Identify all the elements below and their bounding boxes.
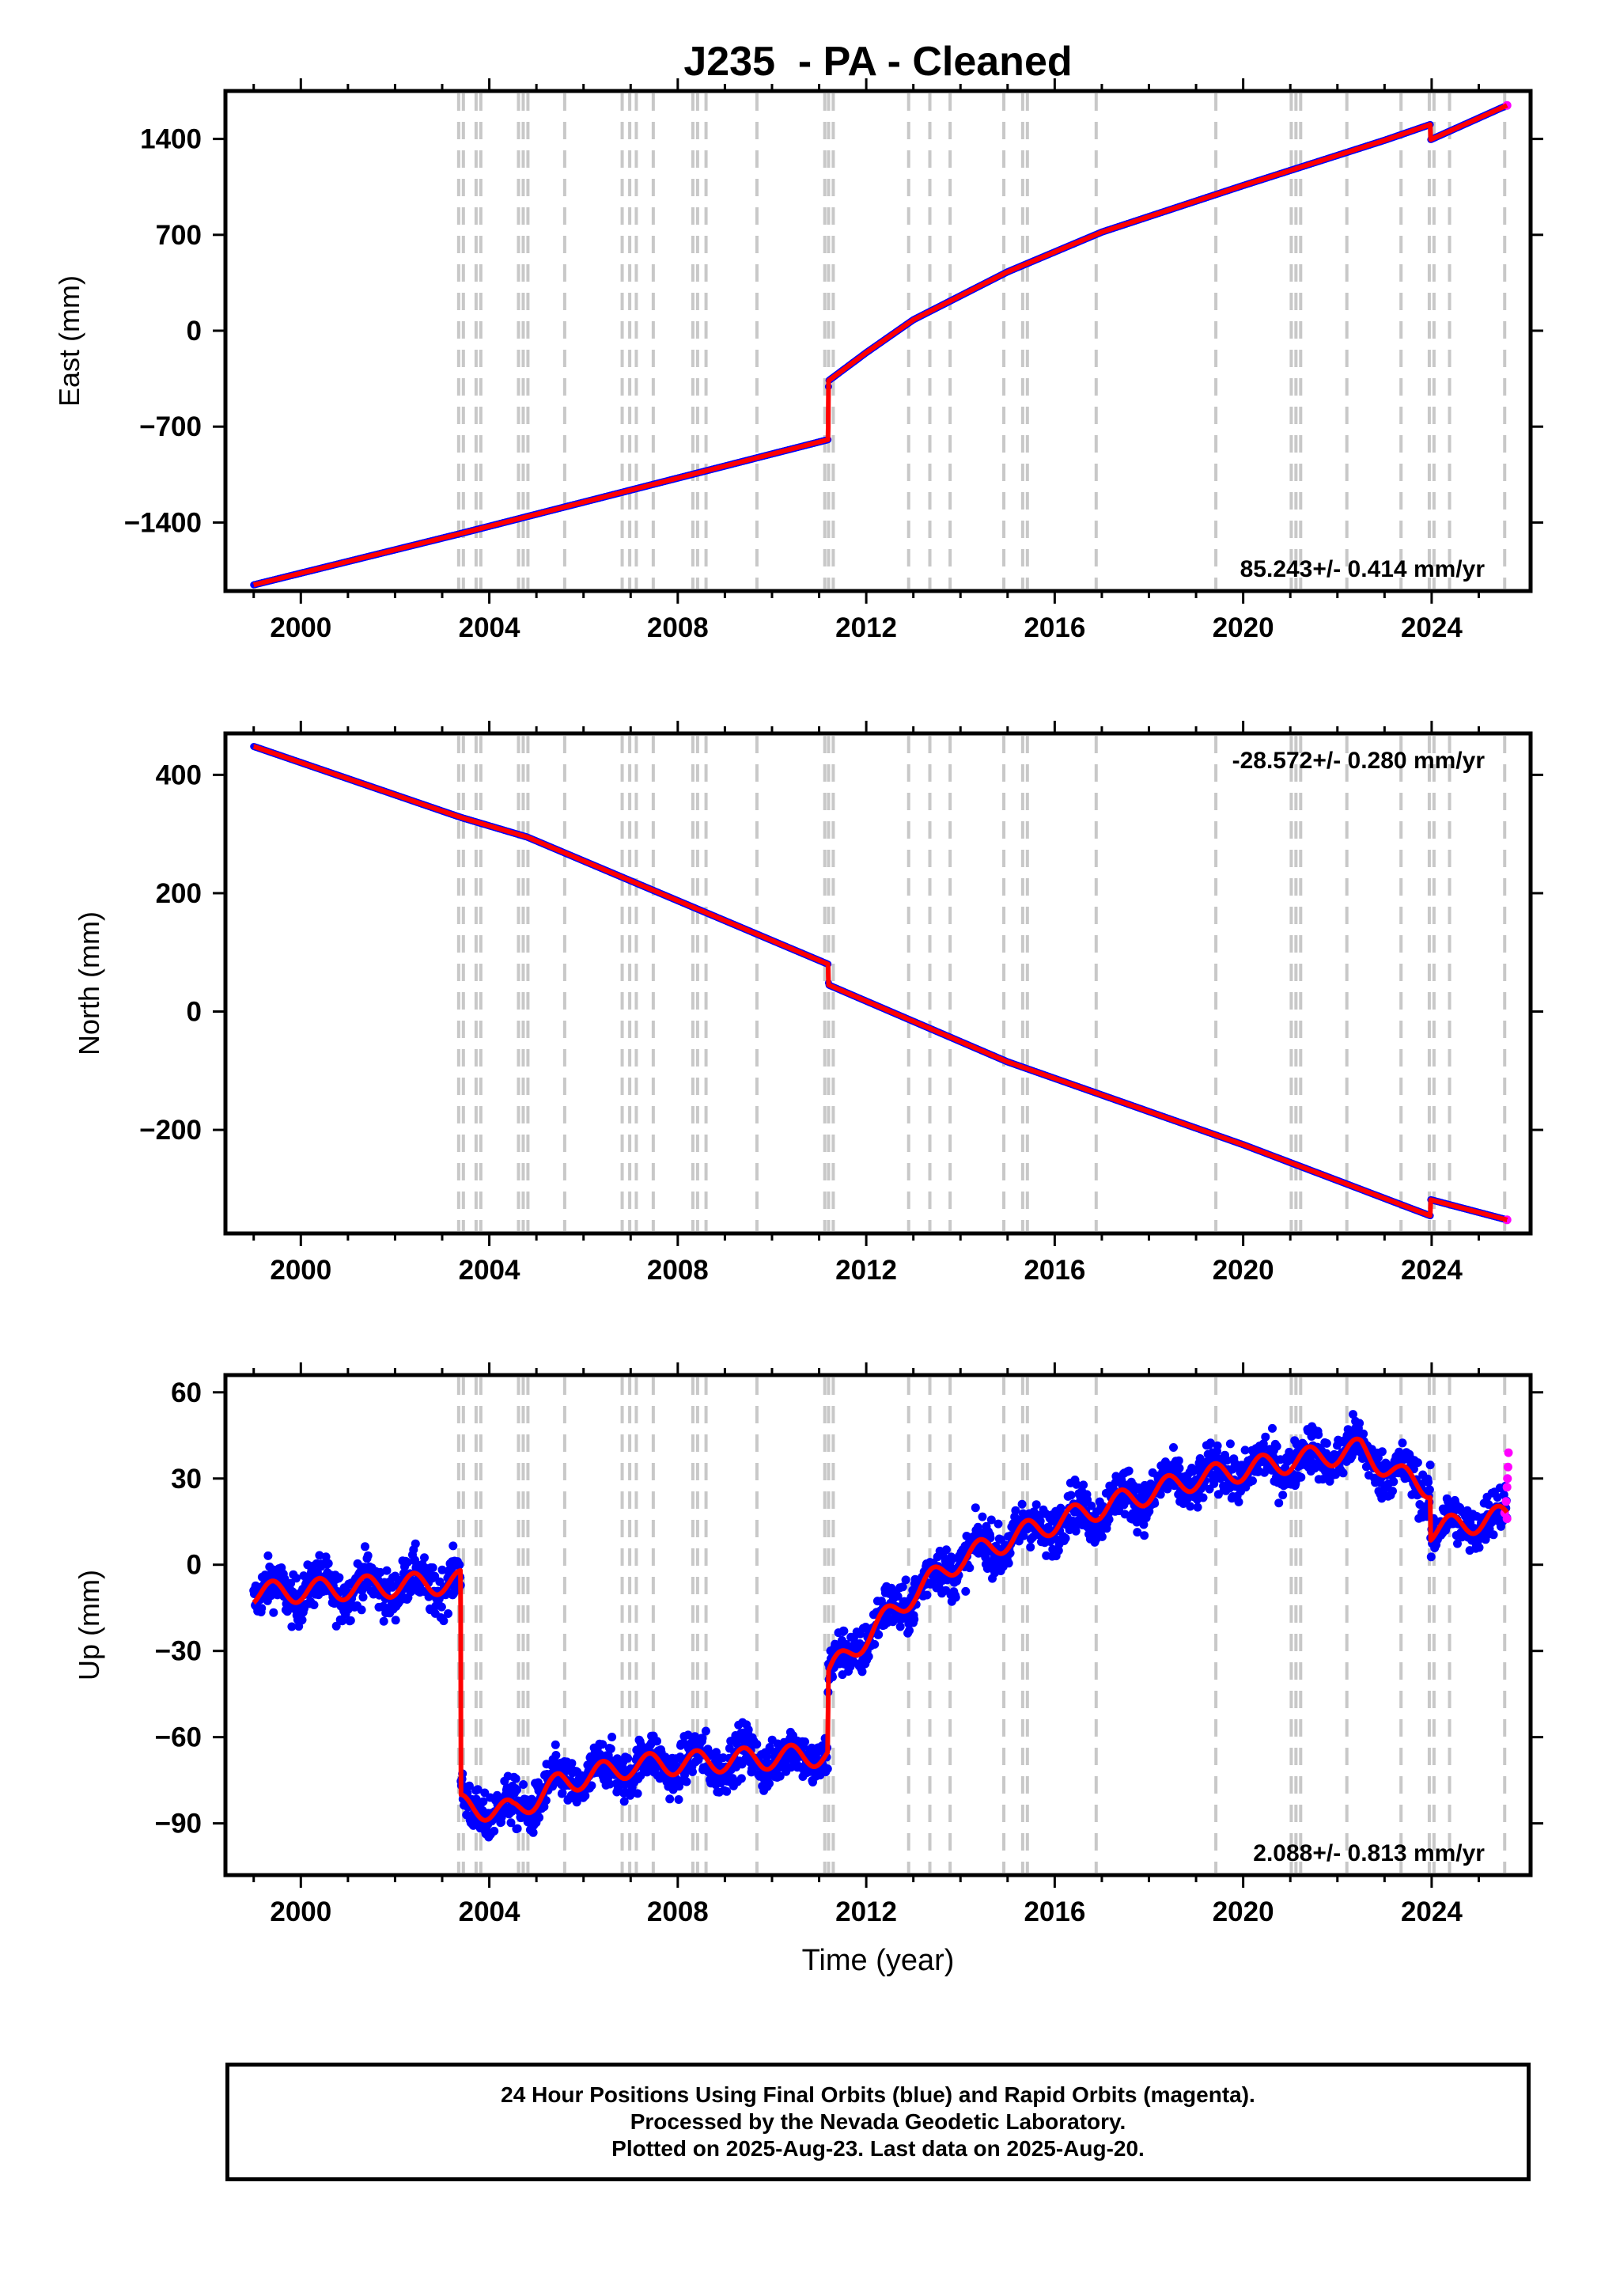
x-tick-label: 2004 [459, 612, 520, 643]
model-line [252, 103, 1509, 588]
x-tick-label: 2016 [1024, 612, 1085, 643]
y-tick-label: −700 [139, 411, 202, 442]
final-orbit-points [250, 743, 1511, 1224]
y-axis-label: East (mm) [53, 275, 85, 407]
plot-title: J235 - PA - Cleaned [683, 39, 1072, 85]
x-tick-label: 2012 [835, 612, 897, 643]
x-tick-label: 2000 [270, 612, 331, 643]
y-tick-label: 1400 [140, 124, 202, 155]
east-panel: −1400 −700 0 700 1400 2000 2004 2008 2012 2016 202… [53, 78, 1543, 643]
rate-label: 85.243+/- 0.414 mm/yr [1240, 556, 1486, 582]
y-tick-label: 700 [156, 220, 202, 251]
y-tick-label: 0 [187, 316, 202, 347]
model-curve [252, 103, 1509, 588]
x-tick-label: 2008 [647, 612, 709, 643]
y-tick-label: −1400 [124, 507, 202, 538]
x-tick-label: 2020 [1213, 612, 1274, 643]
x-tick-label: 2024 [1401, 612, 1463, 643]
event-lines [456, 93, 1507, 589]
event-lines [456, 736, 1507, 1231]
